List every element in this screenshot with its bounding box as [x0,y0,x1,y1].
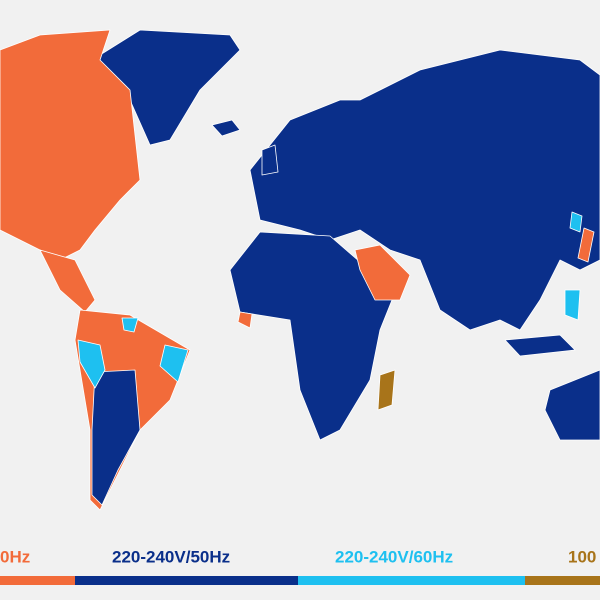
legend-bar [0,576,75,585]
legend-label: 100 [568,547,596,566]
legend-bar [525,576,600,585]
eurasia [249,49,600,331]
indonesia [504,334,576,357]
madagascar [377,369,396,411]
legend-bar [298,576,525,585]
north-america [0,29,141,261]
guyana-region [121,317,139,333]
saudi-arabia [354,244,411,301]
legend: 0Hz 220-240V/50Hz 220-240V/60Hz 100 [0,547,600,585]
legend-label: 220-240V/50Hz [112,547,230,566]
map-shapes [0,29,600,511]
uk [261,144,279,176]
legend-bar [75,576,298,585]
africa [229,231,393,441]
central-america [39,249,96,313]
southern-cone [91,369,141,506]
iceland [211,119,241,137]
australia [544,369,600,441]
brazil-northeast [159,344,189,383]
korea-region [569,211,583,233]
legend-label: 0Hz [0,547,30,566]
peru-region [77,339,106,389]
west-africa-region [237,311,253,329]
japan [577,227,595,263]
legend-label: 220-240V/60Hz [335,547,453,566]
philippines [564,289,581,321]
